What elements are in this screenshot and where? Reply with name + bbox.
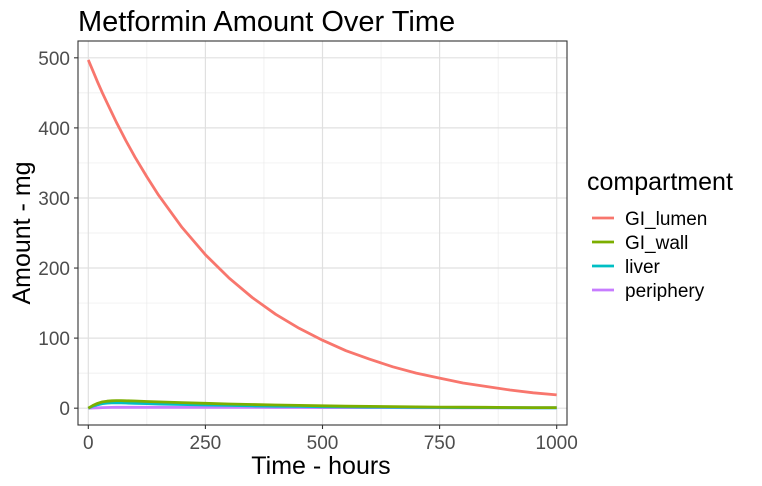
y-tick-label: 400 (38, 119, 70, 140)
chart-title: Metformin Amount Over Time (78, 6, 455, 38)
series-line-gi-wall (87, 399, 557, 410)
legend-label-liver: liver (625, 257, 661, 278)
y-tick-label: 100 (38, 329, 70, 350)
y-axis: 0 100 200 300 400 500 (38, 49, 78, 420)
x-tick-label: 1000 (536, 433, 578, 454)
y-tick-label: 0 (59, 399, 70, 420)
y-axis-title: Amount - mg (8, 161, 36, 304)
plot-panel (77, 40, 568, 426)
y-tick-label: 300 (38, 189, 70, 210)
y-tick-label: 500 (38, 49, 70, 70)
legend-label-periphery: periphery (625, 281, 705, 302)
y-tick-label: 200 (38, 259, 70, 280)
legend-title: compartment (587, 168, 733, 196)
series-line-gi-lumen (87, 59, 557, 397)
x-tick-label: 250 (190, 433, 222, 454)
x-axis: 0 250 500 750 1000 (83, 425, 578, 454)
x-tick-label: 0 (83, 433, 94, 454)
x-tick-label: 500 (307, 433, 339, 454)
x-tick-label: 750 (424, 433, 456, 454)
x-axis-title: Time - hours (251, 452, 390, 480)
legend-label-gi-wall: GI_wall (625, 233, 688, 254)
legend-label-gi-lumen: GI_lumen (625, 209, 707, 230)
